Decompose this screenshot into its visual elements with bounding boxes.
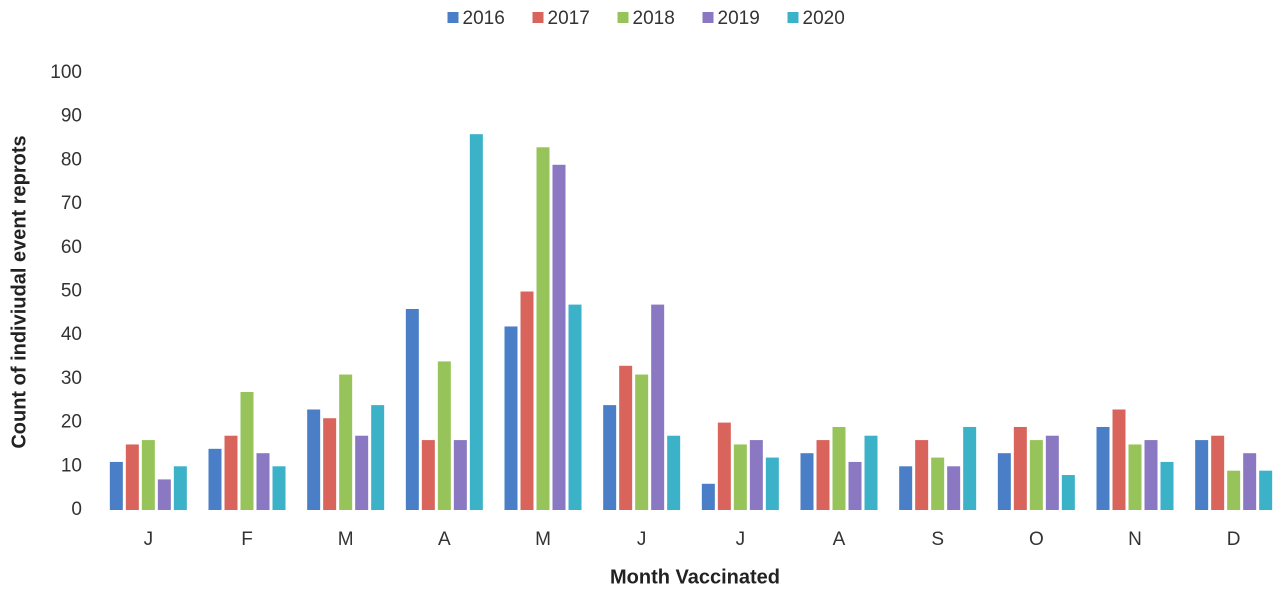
y-tick-label: 40 [61,324,82,345]
bar [109,461,123,510]
bar [173,466,187,510]
bar [1112,409,1126,510]
bar [1160,461,1174,510]
x-tick-label: F [241,529,253,550]
bar [651,304,665,510]
legend-label: 2017 [548,8,590,29]
bar [603,405,617,510]
bar [339,374,353,510]
y-tick-label: 50 [61,281,82,302]
y-tick-label: 100 [50,62,82,83]
x-tick-label: A [833,529,846,550]
bar [307,409,321,510]
legend-swatch [787,12,799,23]
bar [272,466,286,510]
bar [224,435,238,510]
x-tick-label: J [637,529,647,550]
bar [1211,435,1225,510]
x-tick-label: M [338,529,354,550]
x-tick-label: S [931,529,944,550]
legend-label: 2020 [803,8,845,29]
x-tick-label: N [1128,529,1142,550]
bar [931,457,945,510]
bar [1144,440,1158,510]
legend-label: 2019 [718,8,760,29]
bar [1096,426,1110,510]
y-tick-label: 80 [61,149,82,170]
bar [125,444,139,510]
bar [848,461,862,510]
bar [1013,426,1027,510]
y-tick-label: 70 [61,193,82,214]
bar [371,405,385,510]
bar [437,361,451,510]
bar [1259,470,1273,510]
bar [552,164,566,510]
y-tick-label: 60 [61,237,82,258]
y-tick-label: 90 [61,106,82,127]
legend-swatch [702,12,714,23]
bar [800,453,814,510]
bar [733,444,747,510]
bar [469,134,483,510]
x-tick-label: M [535,529,551,550]
bar [816,440,830,510]
x-tick-label: J [144,529,154,550]
y-axis-title: Count of indiviudal event reprots [8,135,30,448]
bar [568,304,582,510]
bar [635,374,649,510]
x-axis-title: Month Vaccinated [610,566,780,588]
bar [323,418,337,510]
bar [1061,475,1075,510]
bar [947,466,961,510]
bar [355,435,369,510]
bar [1195,440,1209,510]
legend-label: 2016 [463,8,505,29]
y-tick-label: 0 [71,499,82,520]
y-tick-label: 20 [61,412,82,433]
x-tick-label: J [736,529,746,550]
bar [256,453,270,510]
x-tick-label: A [438,529,451,550]
bar [520,291,534,510]
bar [832,426,846,510]
legend-swatch [447,12,459,23]
bar [619,365,633,510]
bar [915,440,929,510]
bar [963,426,977,510]
bar [1243,453,1257,510]
bar [1128,444,1142,510]
bar [405,308,419,510]
legend-swatch [617,12,629,23]
bar [1045,435,1059,510]
bar [157,479,171,510]
x-tick-label: O [1029,529,1044,550]
bar [749,440,763,510]
legend-label: 2018 [633,8,675,29]
bar [717,422,731,510]
bar [667,435,681,510]
y-tick-label: 30 [61,368,82,389]
bar [536,147,550,511]
bar [141,440,155,510]
legend-swatch [532,12,544,23]
bar [701,483,715,510]
bar [208,448,222,510]
bar [765,457,779,510]
bar [453,440,467,510]
y-tick-label: 10 [61,455,82,476]
bar [997,453,1011,510]
bar [1227,470,1241,510]
bar [899,466,913,510]
bar [240,392,254,510]
bar [864,435,878,510]
bar [421,440,435,510]
bar [504,326,518,510]
bar [1029,440,1043,510]
x-tick-label: D [1227,529,1241,550]
